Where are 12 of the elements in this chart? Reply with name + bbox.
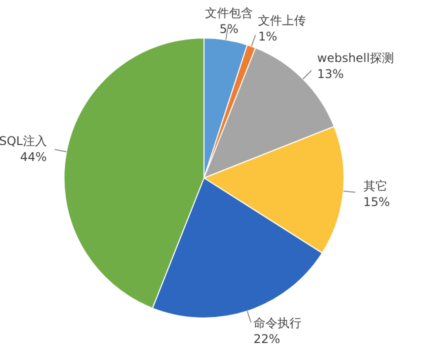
data-label: 15%	[363, 195, 390, 210]
slice-label: webshell探测	[317, 50, 394, 65]
data-label: 44%	[20, 150, 47, 164]
data-label: 22%	[253, 332, 280, 346]
slice-label: 其它	[363, 179, 388, 194]
slice-label: 文件上传	[258, 13, 306, 28]
data-label: 5%	[220, 22, 239, 36]
data-label: 13%	[317, 66, 344, 81]
slice-label: 命令执行	[253, 316, 302, 330]
slice-label: SQL注入	[0, 134, 47, 148]
data-label: 1%	[258, 29, 278, 44]
slice-label: 文件包含	[205, 6, 254, 20]
